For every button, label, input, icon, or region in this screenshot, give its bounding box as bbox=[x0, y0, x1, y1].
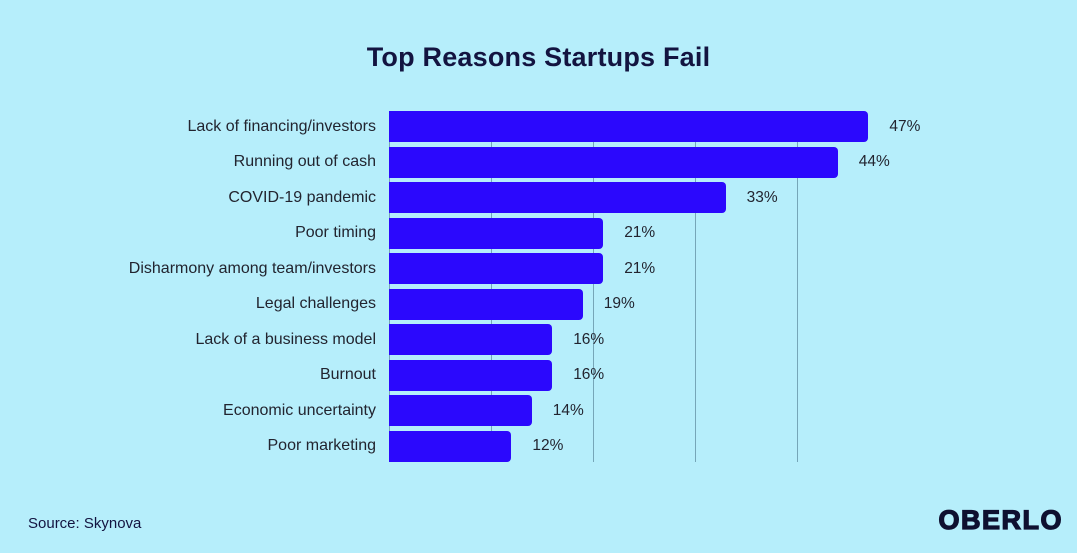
bar bbox=[389, 146, 838, 178]
category-label: Running out of cash bbox=[233, 153, 376, 171]
bar-row: Economic uncertainty 14% bbox=[0, 395, 1077, 427]
bar bbox=[389, 217, 604, 249]
value-label: 33% bbox=[746, 188, 778, 206]
bar-track: 16% bbox=[389, 324, 1077, 356]
bar-row: Disharmony among team/investors 21% bbox=[0, 253, 1077, 285]
bar-track: 19% bbox=[389, 288, 1077, 320]
category-label: Poor marketing bbox=[267, 437, 377, 455]
bar bbox=[389, 288, 583, 320]
category-label: COVID-19 pandemic bbox=[228, 188, 376, 206]
oberlo-logo: OBERLO bbox=[938, 504, 1063, 535]
value-label: 12% bbox=[532, 437, 564, 455]
bar bbox=[389, 359, 553, 391]
bar bbox=[389, 182, 726, 214]
gridline-40 bbox=[797, 111, 798, 462]
category-label: Legal challenges bbox=[255, 295, 376, 313]
category-label: Burnout bbox=[319, 366, 376, 384]
value-label: 19% bbox=[603, 295, 635, 313]
category-label: Economic uncertainty bbox=[223, 401, 376, 419]
bar bbox=[389, 430, 512, 462]
value-label: 47% bbox=[889, 117, 921, 135]
bar-row: Lack of financing/investors 47% bbox=[0, 111, 1077, 142]
bar-rows: Lack of financing/investors 47% Running ou… bbox=[0, 111, 1077, 462]
value-label: 21% bbox=[624, 259, 656, 277]
bar-row: Running out of cash 44% bbox=[0, 146, 1077, 178]
value-label: 14% bbox=[552, 401, 584, 419]
bar-track: 16% bbox=[389, 359, 1077, 391]
source-text: Source: Skynova bbox=[28, 515, 142, 532]
category-label: Disharmony among team/investors bbox=[128, 259, 376, 277]
bar bbox=[389, 253, 604, 285]
value-label: 44% bbox=[858, 153, 890, 171]
bar-track: 14% bbox=[389, 395, 1077, 427]
value-label: 16% bbox=[573, 330, 605, 348]
gridline-20 bbox=[593, 111, 594, 462]
bar-row: Legal challenges 19% bbox=[0, 288, 1077, 320]
value-label: 21% bbox=[624, 224, 656, 242]
bar-track: 33% bbox=[389, 182, 1077, 214]
gridline-30 bbox=[695, 111, 696, 462]
bar-row: Lack of a business model 16% bbox=[0, 324, 1077, 356]
bar bbox=[389, 111, 869, 142]
bar-row: Poor marketing 12% bbox=[0, 430, 1077, 462]
chart-title: Top Reasons Startups Fail bbox=[366, 42, 711, 72]
bar-row: Poor timing 21% bbox=[0, 217, 1077, 249]
category-label: Lack of a business model bbox=[195, 330, 376, 348]
bar bbox=[389, 324, 553, 356]
bar-track: 47% bbox=[389, 111, 1077, 142]
bar-track: 12% bbox=[389, 430, 1077, 462]
bar-track: 44% bbox=[389, 146, 1077, 178]
gridline-10 bbox=[491, 111, 492, 462]
bar-row: Burnout 16% bbox=[0, 359, 1077, 391]
value-label: 16% bbox=[573, 366, 605, 384]
category-label: Lack of financing/investors bbox=[187, 117, 376, 135]
bar bbox=[389, 395, 532, 427]
bar-track: 21% bbox=[389, 217, 1077, 249]
plot-area bbox=[389, 111, 899, 462]
bar-row: COVID-19 pandemic 33% bbox=[0, 182, 1077, 214]
category-label: Poor timing bbox=[295, 224, 376, 242]
bar-track: 21% bbox=[389, 253, 1077, 285]
gridline-0 bbox=[389, 111, 390, 462]
